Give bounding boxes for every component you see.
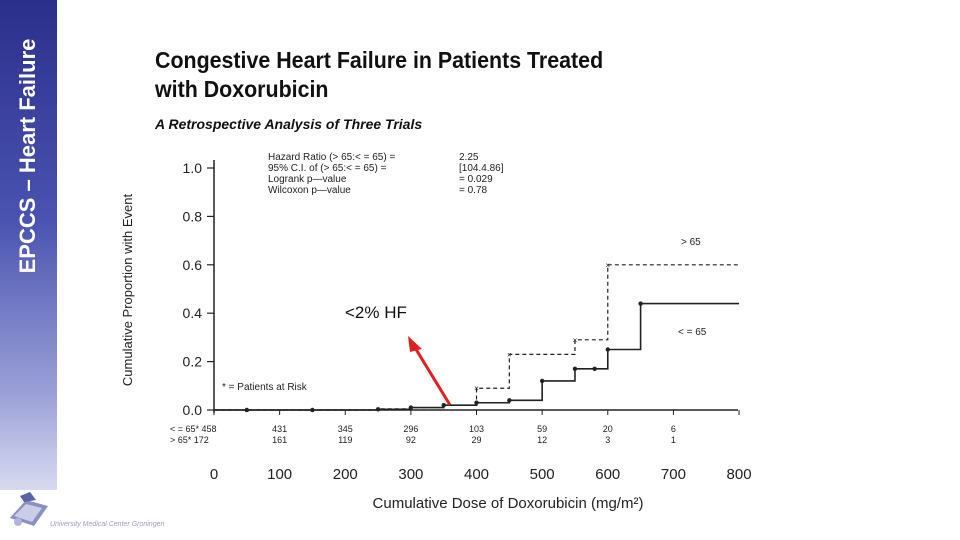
y-tick-label: 0.2 (183, 354, 203, 370)
x-tick-label: 500 (530, 466, 555, 483)
stat-label: Hazard Ratio (> 65:< = 65) = (268, 152, 395, 163)
umcg-logo-icon (10, 492, 48, 526)
stat-value: = 0.78 (459, 185, 488, 196)
data-point-65-or-under (572, 366, 578, 372)
data-point-65-or-under (507, 398, 512, 403)
annotation-arrow (412, 345, 452, 406)
slide-title-line-1: Congestive Heart Failure in Patients Tre… (155, 47, 604, 73)
data-point-over-65: × (573, 336, 578, 345)
data-point-over-65: × (605, 261, 610, 270)
data-point-65-or-under (244, 407, 250, 413)
x-axis-label: Cumulative Dose of Doxorubicin (mg/m²) (373, 495, 644, 512)
slide-title: Congestive Heart Failure in Patients Tre… (155, 46, 637, 104)
y-tick-label: 1.0 (183, 160, 203, 176)
data-point-65-or-under (408, 405, 414, 410)
stat-value: = 0.029 (459, 174, 493, 185)
data-point-65-or-under (539, 378, 545, 384)
annotation-text: <2% HF (345, 303, 407, 322)
at-risk-count: 296 (403, 424, 418, 434)
data-point-65-or-under (638, 301, 643, 306)
at-risk-count: 12 (537, 435, 547, 445)
stat-label: Wilcoxon p—value (268, 185, 351, 196)
series-label-over-65: > 65 (681, 237, 701, 248)
at-risk-count: 6 (671, 424, 676, 434)
at-risk-count: 92 (406, 435, 416, 445)
at-risk-count: 3 (605, 435, 610, 445)
stat-value: [104.4.86] (459, 163, 504, 174)
y-tick-label: 0.0 (183, 402, 203, 418)
series-label-65-or-under: < = 65 (678, 327, 707, 338)
x-tick-label: 0 (210, 466, 218, 483)
data-point-65-or-under (474, 400, 479, 405)
y-axis-label: Cumulative Proportion with Event (120, 194, 135, 387)
x-tick-label: 200 (333, 466, 358, 483)
at-risk-count: 1 (671, 435, 676, 445)
at-risk-count: 431 (272, 424, 287, 434)
data-point-65-or-under (441, 402, 446, 408)
y-tick-label: 0.4 (183, 305, 203, 321)
at-risk-count: 20 (603, 424, 613, 434)
stat-label: Logrank p—value (268, 174, 347, 185)
x-tick-label: 700 (661, 466, 686, 483)
data-point-over-65: × (474, 384, 479, 393)
at-risk-row-label: < = 65* 458 (170, 424, 217, 434)
data-point-65-or-under (605, 347, 610, 352)
x-tick-label: 100 (267, 466, 292, 483)
at-risk-count: 103 (469, 424, 484, 434)
data-point-65-or-under (375, 407, 381, 412)
x-tick-label: 600 (595, 466, 620, 483)
at-risk-count: 29 (472, 435, 482, 445)
stat-label: 95% C.I. of (> 65:< = 65) = (268, 163, 387, 174)
at-risk-count: 161 (272, 435, 287, 445)
annotation-arrowhead (408, 336, 422, 352)
y-tick-label: 0.6 (183, 257, 203, 273)
stat-value: 2.25 (459, 152, 479, 163)
at-risk-count: 119 (338, 435, 352, 445)
series-line-over-65 (214, 264, 740, 411)
data-point-65-or-under (310, 407, 315, 413)
sidebar-band: EPCCS – Heart Failure (0, 0, 57, 490)
at-risk-row-label: > 65* 172 (170, 435, 209, 445)
slide-subtitle: A Retrospective Analysis of Three Trials (155, 116, 423, 132)
at-risk-legend: * = Patients at Risk (222, 382, 308, 393)
series-line-65-or-under (214, 302, 740, 411)
data-point-over-65: × (507, 350, 512, 359)
logo-caption: University Medical Center Groningen (50, 521, 165, 528)
at-risk-count: 59 (537, 424, 547, 434)
x-tick-label: 300 (398, 466, 423, 483)
at-risk-count: 345 (338, 424, 353, 434)
x-tick-label: 800 (727, 466, 752, 483)
data-point-65-or-under (592, 366, 597, 372)
x-tick-label: 400 (464, 466, 489, 483)
slide-title-line-2: with Doxorubicin (155, 76, 329, 102)
y-tick-label: 0.8 (183, 208, 203, 224)
